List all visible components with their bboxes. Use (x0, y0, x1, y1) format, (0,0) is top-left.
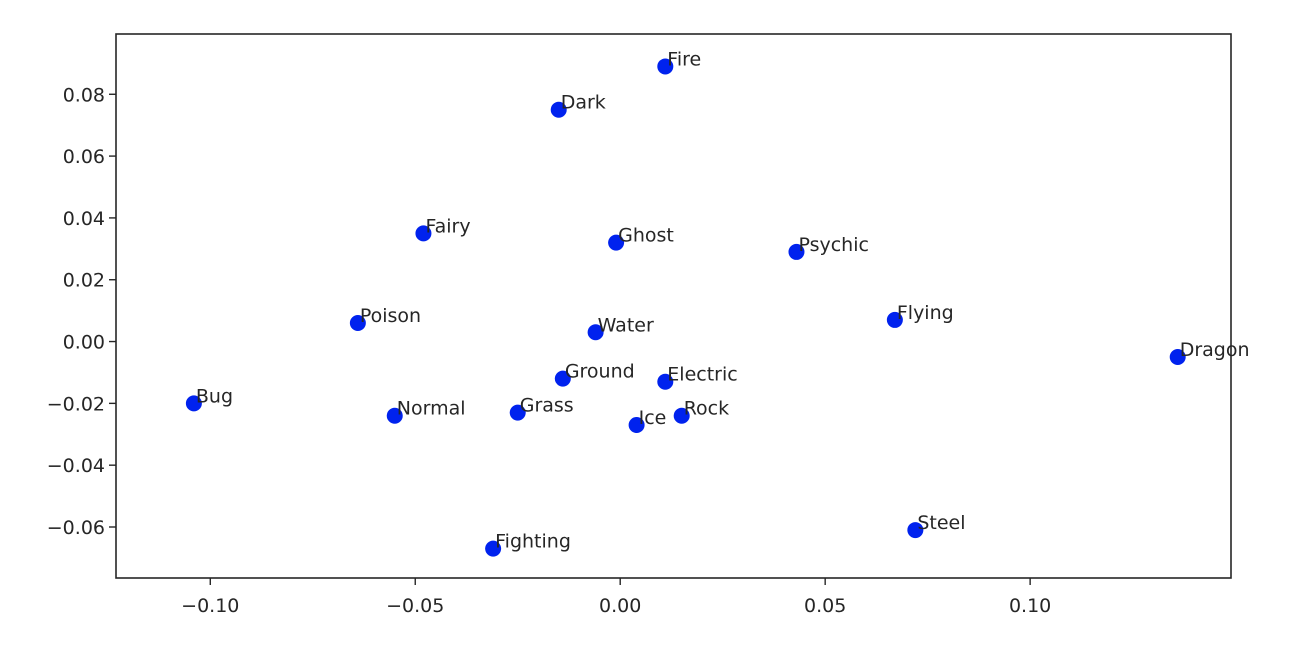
data-point-poison (349, 315, 366, 331)
data-point-flying (886, 311, 903, 328)
data-point-normal (386, 407, 403, 424)
data-point-fairy (415, 225, 432, 242)
data-point-fire (657, 58, 674, 75)
y-tick-label: 0.04 (63, 208, 105, 230)
data-point-ground (554, 370, 571, 387)
data-point-electric (657, 373, 674, 390)
y-tick-label: 0.02 (63, 270, 105, 292)
point-label-fairy: Fairy (425, 215, 470, 237)
point-label-grass: Grass (520, 395, 574, 417)
y-axis: −0.06 −0.04 −0.02 0.00 0.02 0.04 0.06 0.08 (47, 84, 116, 539)
x-tick-label: −0.10 (181, 595, 239, 617)
point-label-normal: Normal (397, 398, 466, 420)
y-tick-label: 0.06 (63, 146, 105, 168)
data-point-dragon (1169, 349, 1186, 365)
point-label-water: Water (598, 314, 654, 336)
data-point-grass (509, 404, 526, 421)
data-point-psychic (788, 243, 805, 260)
point-label-dark: Dark (561, 92, 606, 114)
data-point-water (587, 324, 604, 341)
x-tick-label: 0.10 (1009, 595, 1051, 617)
point-label-psychic: Psychic (798, 234, 868, 256)
x-tick-label: 0.05 (804, 595, 846, 617)
plot-frame (115, 33, 1232, 579)
x-axis: −0.10 −0.05 0.00 0.05 0.10 (181, 578, 1051, 617)
y-tick-label: 0.00 (63, 332, 105, 354)
y-tick-label: −0.06 (47, 517, 105, 539)
point-label-fighting: Fighting (495, 531, 571, 553)
point-label-electric: Electric (667, 364, 737, 386)
point-label-rock: Rock (684, 398, 729, 420)
data-point-rock (673, 407, 690, 424)
data-point-dark (550, 101, 567, 118)
point-label-ghost: Ghost (618, 225, 674, 247)
data-point-fighting (485, 540, 502, 557)
point-label-ice: Ice (639, 407, 667, 429)
y-tick-label: −0.04 (47, 455, 105, 477)
point-label-dragon: Dragon (1180, 339, 1250, 361)
y-tick-label: 0.08 (63, 84, 105, 106)
point-label-fire: Fire (667, 48, 701, 70)
point-label-bug: Bug (196, 385, 233, 407)
x-tick-label: −0.05 (386, 595, 444, 617)
data-point-ice (628, 417, 645, 433)
data-point-bug (185, 395, 202, 412)
point-label-steel: Steel (917, 512, 965, 534)
data-points: Fire Dark Fairy Ghost Psychic Poison Water Flyi… (185, 48, 1250, 557)
data-point-steel (907, 522, 924, 539)
point-label-poison: Poison (360, 305, 421, 327)
point-label-ground: Ground (565, 361, 635, 383)
x-tick-label: 0.00 (599, 595, 641, 617)
point-label-flying: Flying (897, 302, 954, 324)
y-tick-label: −0.02 (47, 393, 105, 415)
data-point-ghost (608, 234, 625, 251)
